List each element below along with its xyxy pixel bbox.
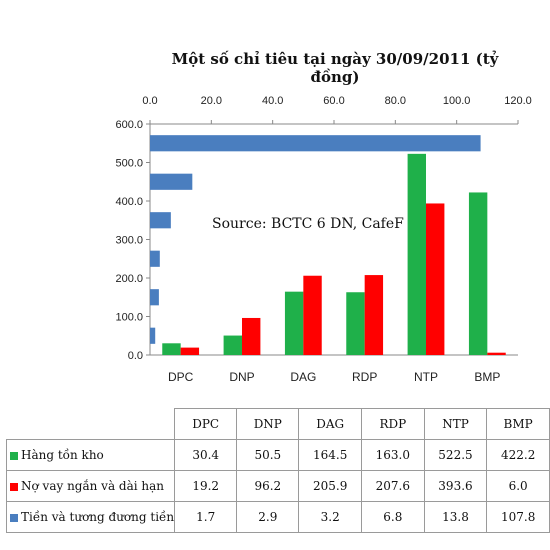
table-corner [6,408,176,440]
legend-swatch-blue [10,513,18,522]
top-tick-label: 40.0 [262,95,283,107]
left-axis: 0.0 100.0 200.0 300.0 400.0 500.0 600.0 [115,119,518,362]
category-label: NTP [414,370,438,384]
table-row: Nợ vay ngắn và dài hạn 19.2 96.2 205.9 2… [5,470,550,502]
bar-rdp-inventory [346,292,365,355]
table-cell: 30.4 [174,439,238,471]
table-cell: 19.2 [174,470,238,502]
table-row-label: Tiền và tương đương tiền [5,501,176,533]
top-axis: 0.0 20.0 40.0 60.0 80.0 100.0 120.0 [142,95,532,125]
legend-swatch-green [10,451,18,460]
source-annotation: Source: BCTC 6 DN, CafeF [212,216,404,232]
table-cell: 13.8 [423,501,488,533]
category-label: RDP [352,370,377,384]
table-header: NTP [423,408,488,440]
top-tick-label: 20.0 [201,95,222,107]
bar-dnp-inventory [223,335,242,355]
table-header: BMP [486,408,550,440]
bar-dnp-debt [242,317,261,355]
top-tick-label: 60.0 [323,95,344,107]
legend-label: Tiền và tương đương tiền [21,510,175,524]
table-row: Hàng tồn kho 30.4 50.5 164.5 163.0 522.5… [5,439,550,471]
bar-rdp-debt [364,275,384,355]
table-cell: 163.0 [361,439,425,471]
category-label: DPC [168,370,194,384]
table-cell: 50.5 [236,439,300,471]
bar-rdp-cash [150,212,171,229]
table-cell: 164.5 [298,439,363,471]
category-label: DAG [290,370,316,384]
y-tick-label: 100.0 [115,312,143,324]
data-table: DPC DNP DAG RDP NTP BMP Hàng tồn kho 30.… [5,408,550,533]
bar-bmp-debt [487,352,506,355]
bar-bmp-cash [150,135,481,152]
table-header: DNP [236,408,300,440]
table-cell: 205.9 [298,470,363,502]
table-cell: 207.6 [361,470,425,502]
table-header: RDP [361,408,425,440]
category-label: DNP [229,370,254,384]
table-cell: 6.8 [361,501,425,533]
y-tick-label: 0.0 [128,350,143,362]
table-header: DAG [298,408,363,440]
table-row-label: Hàng tồn kho [5,439,176,471]
legend-swatch-red [10,482,18,491]
chart-title: Một số chỉ tiêu tại ngày 30/09/2011 (tỷ … [171,50,499,86]
bar-ntp-debt [426,203,445,355]
top-tick-label: 100.0 [443,95,471,107]
category-labels: DPC DNP DAG RDP NTP BMP [168,370,500,384]
table-cell: 3.2 [298,501,363,533]
table-cell: 422.2 [486,439,550,471]
bar-dpc-cash [150,327,156,344]
table-cell: 96.2 [236,470,300,502]
top-tick-label: 80.0 [385,95,406,107]
bar-dnp-cash [150,289,159,306]
y-tick-label: 300.0 [115,235,143,247]
bar-dpc-debt [180,347,200,355]
table-row-label: Nợ vay ngắn và dài hạn [5,470,176,502]
table-header-row: DPC DNP DAG RDP NTP BMP [6,408,550,440]
bar-dag-cash [150,250,160,267]
category-label: BMP [474,370,500,384]
top-tick-label: 0.0 [142,95,157,107]
bar-bmp-inventory [468,192,488,355]
horizontal-bars [150,135,481,344]
table-cell: 1.7 [174,501,238,533]
chart-canvas: 0.0 100.0 200.0 300.0 400.0 500.0 600.0 0.0 20.… [115,95,532,384]
table-header: DPC [174,408,238,440]
table-cell: 522.5 [423,439,488,471]
y-tick-label: 600.0 [115,119,143,131]
y-tick-label: 500.0 [115,158,143,170]
bar-dag-debt [303,275,322,355]
vertical-bars [162,153,506,355]
y-tick-label: 400.0 [115,196,143,208]
legend-label: Nợ vay ngắn và dài hạn [21,479,165,493]
y-tick-label: 200.0 [115,273,143,285]
bar-dag-inventory [284,291,304,355]
bar-dpc-inventory [162,343,181,355]
legend-label: Hàng tồn kho [21,448,104,462]
table-row: Tiền và tương đương tiền 1.7 2.9 3.2 6.8… [5,501,550,533]
bar-ntp-inventory [407,153,426,355]
table-cell: 393.6 [423,470,488,502]
table-cell: 107.8 [486,501,550,533]
bar-ntp-cash [150,173,193,190]
table-cell: 2.9 [236,501,300,533]
table-cell: 6.0 [486,470,550,502]
top-tick-label: 120.0 [504,95,532,107]
